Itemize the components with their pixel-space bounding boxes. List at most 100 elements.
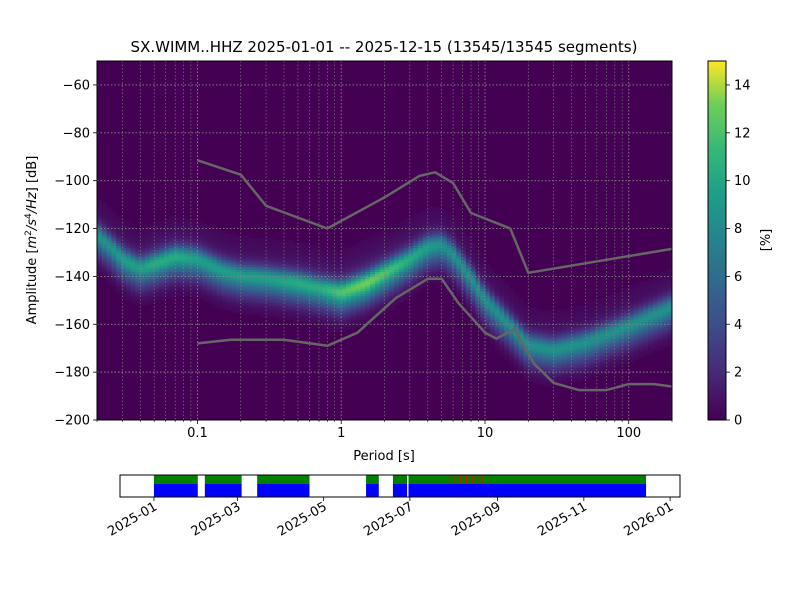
heatmap-cell — [442, 238, 448, 241]
heatmap-cell — [504, 319, 510, 323]
heatmap-cell — [293, 247, 299, 251]
heatmap-cell — [226, 281, 232, 284]
heatmap-cell — [125, 297, 131, 301]
heatmap-cell — [422, 230, 429, 234]
heatmap-cell — [355, 257, 361, 261]
heatmap-cell — [231, 262, 237, 265]
heatmap-cell — [317, 247, 323, 251]
heatmap-cell — [470, 290, 476, 294]
heatmap-cell — [456, 276, 462, 280]
heatmap-cell — [537, 321, 544, 325]
heatmap-cell — [283, 293, 290, 296]
heatmap-cell — [398, 288, 405, 292]
heatmap-cell — [350, 281, 357, 284]
heatmap-cell — [413, 276, 419, 280]
heatmap-cell — [643, 297, 649, 301]
heatmap-cell — [624, 290, 630, 294]
colorbar-tick-label: 10 — [734, 174, 751, 189]
heatmap-cell — [317, 288, 323, 292]
heatmap-cell — [212, 271, 218, 275]
heatmap-cell — [135, 254, 141, 258]
heatmap-cell — [470, 307, 476, 311]
heatmap-cell — [638, 281, 644, 284]
heatmap-cell — [231, 259, 237, 263]
heatmap-cell — [643, 285, 649, 289]
heatmap-cell — [240, 269, 246, 273]
heatmap-cell — [604, 338, 611, 342]
heatmap-cell — [643, 293, 649, 296]
heatmap-cell — [365, 278, 371, 282]
heatmap-cell — [355, 266, 361, 270]
heatmap-cell — [231, 238, 237, 241]
heatmap-cell — [437, 259, 443, 263]
heatmap-cell — [614, 350, 620, 354]
heatmap-cell — [140, 259, 146, 263]
heatmap-cell — [173, 252, 179, 256]
heatmap-cell — [418, 259, 424, 263]
heatmap-cell — [561, 357, 567, 361]
colorbar-tick-label: 12 — [734, 126, 751, 141]
heatmap-cell — [120, 269, 127, 273]
heatmap-cell — [312, 293, 318, 296]
heatmap-cell — [231, 247, 237, 251]
heatmap-cell — [140, 274, 146, 277]
heatmap-cell — [561, 333, 567, 337]
heatmap-cell — [183, 278, 189, 282]
heatmap-cell — [240, 309, 246, 313]
heatmap-cell — [245, 283, 251, 287]
heatmap-cell — [168, 247, 175, 251]
heatmap-cell — [274, 297, 280, 301]
heatmap-cell — [413, 233, 419, 237]
heatmap-cell — [485, 266, 491, 270]
heatmap-cell — [149, 238, 155, 241]
heatmap-cell — [394, 283, 400, 287]
heatmap-cell — [657, 276, 663, 280]
heatmap-cell — [470, 257, 476, 261]
heatmap-cell — [341, 281, 347, 284]
heatmap-cell — [604, 333, 611, 337]
heatmap-cell — [633, 302, 639, 306]
heatmap-cell — [269, 264, 275, 268]
heatmap-cell — [288, 242, 294, 246]
heatmap-cell — [221, 245, 227, 249]
heatmap-cell — [279, 266, 285, 270]
heatmap-cell — [461, 235, 467, 239]
heatmap-cell — [168, 223, 175, 227]
heatmap-cell — [571, 333, 577, 337]
heatmap-cell — [566, 307, 572, 311]
heatmap-cell — [619, 348, 625, 351]
heatmap-cell — [427, 233, 433, 237]
heatmap-cell — [566, 331, 572, 335]
heatmap-cell — [489, 271, 496, 275]
heatmap-cell — [317, 274, 323, 277]
heatmap-cell — [303, 300, 309, 304]
heatmap-cell — [619, 331, 625, 335]
heatmap-cell — [144, 266, 151, 270]
heatmap-cell — [465, 257, 472, 261]
heatmap-cell — [212, 257, 218, 261]
heatmap-cell — [614, 343, 620, 347]
heatmap-cell — [183, 230, 189, 234]
heatmap-cell — [600, 367, 606, 371]
heatmap-cell — [542, 326, 548, 330]
heatmap-cell — [576, 355, 582, 359]
heatmap-cell — [235, 240, 242, 244]
heatmap-cell — [221, 247, 227, 251]
heatmap-cell — [619, 360, 625, 363]
heatmap-cell — [648, 290, 654, 294]
heatmap-cell — [303, 257, 309, 261]
heatmap-cell — [648, 285, 654, 289]
heatmap-cell — [350, 314, 357, 318]
heatmap-cell — [408, 247, 414, 251]
heatmap-cell — [307, 257, 314, 261]
heatmap-cell — [604, 297, 611, 301]
heatmap-cell — [667, 309, 672, 313]
heatmap-cell — [120, 242, 127, 246]
heatmap-cell — [609, 319, 615, 323]
heatmap-cell — [374, 259, 381, 263]
heatmap-cell — [523, 374, 529, 378]
heatmap-cell — [413, 252, 419, 256]
heatmap-cell — [336, 262, 342, 265]
heatmap-cell — [552, 379, 558, 383]
